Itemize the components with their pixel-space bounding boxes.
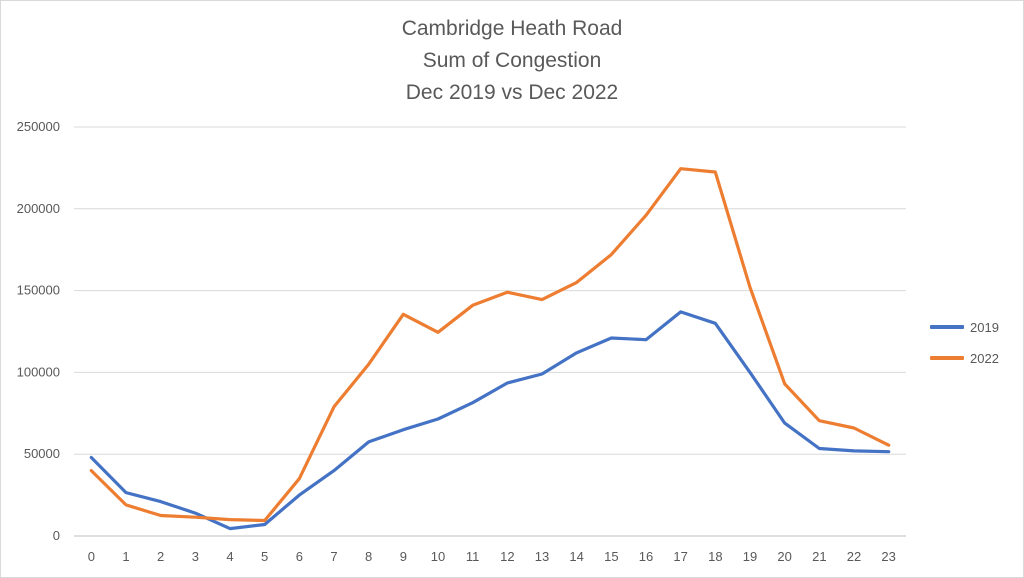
legend-swatch-2022 [930, 356, 964, 360]
x-tick-label: 12 [500, 549, 514, 564]
x-tick-label: 7 [330, 549, 337, 564]
x-tick-label: 10 [431, 549, 445, 564]
y-tick-label: 250000 [17, 119, 60, 134]
series-line-2022 [89, 167, 891, 523]
x-tick-label: 22 [847, 549, 861, 564]
x-tick-label: 13 [535, 549, 549, 564]
chart-title-line-1: Cambridge Heath Road [401, 17, 623, 40]
x-tick-label: 11 [466, 549, 480, 564]
x-tick-label: 23 [881, 549, 895, 564]
series-line-2019 [89, 310, 891, 531]
x-tick-label: 2 [157, 549, 164, 564]
x-tick-label: 0 [88, 549, 95, 564]
x-tick-label: 16 [639, 549, 653, 564]
legend-label-2019: 2019 [970, 319, 999, 335]
y-tick-label: 100000 [17, 364, 60, 379]
y-tick-label: 150000 [17, 283, 60, 298]
y-tick-label: 50000 [24, 446, 60, 461]
chart-title-line-3: Dec 2019 vs Dec 2022 [405, 81, 619, 104]
chart-title-line-2: Sum of Congestion [422, 49, 602, 72]
x-tick-label: 19 [743, 549, 757, 564]
x-tick-label: 8 [365, 549, 372, 564]
x-tick-label: 14 [569, 549, 583, 564]
x-tick-label: 6 [296, 549, 303, 564]
x-tick-label: 21 [812, 549, 826, 564]
legend-swatch-2019 [930, 325, 964, 329]
x-tick-label: 15 [604, 549, 618, 564]
x-tick-label: 17 [673, 549, 687, 564]
legend-label-2022: 2022 [970, 350, 999, 366]
y-tick-label: 0 [53, 528, 60, 543]
y-tick-label: 200000 [17, 201, 60, 216]
x-tick-label: 9 [400, 549, 407, 564]
x-tick-label: 4 [226, 549, 233, 564]
x-tick-label: 18 [708, 549, 722, 564]
legend-item-2019: 2019 [930, 317, 999, 337]
x-tick-label: 5 [261, 549, 268, 564]
x-tick-label: 3 [192, 549, 199, 564]
x-tick-label: 20 [777, 549, 791, 564]
x-tick-label: 1 [122, 549, 129, 564]
legend-item-2022: 2022 [930, 348, 999, 368]
